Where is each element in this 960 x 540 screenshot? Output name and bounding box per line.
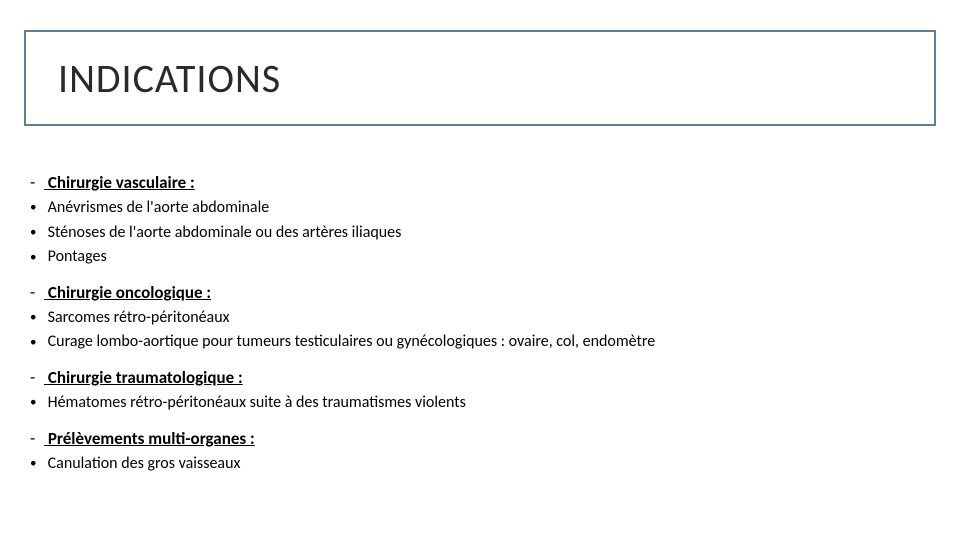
section-heading: - Chirurgie oncologique : <box>30 282 930 303</box>
list-item-text: Pontages <box>48 247 107 266</box>
list-item-text: Curage lombo-aortique pour tumeurs testi… <box>48 332 656 351</box>
dash-icon: - <box>30 367 44 388</box>
slide: INDICATIONS - Chirurgie vasculaire : • A… <box>0 0 960 540</box>
bullet-icon: • <box>30 455 44 473</box>
dash-icon: - <box>30 172 44 193</box>
content-area: - Chirurgie vasculaire : • Anévrismes de… <box>30 158 930 477</box>
section-heading: - Prélèvements multi-organes : <box>30 428 930 449</box>
title-box: INDICATIONS <box>24 30 936 126</box>
dash-icon: - <box>30 428 44 449</box>
bullet-icon: • <box>30 394 44 412</box>
list-item: • Sténoses de l'aorte abdominale ou des … <box>30 222 930 244</box>
bullet-icon: • <box>30 334 44 352</box>
section-heading-text: Chirurgie oncologique : <box>48 282 211 303</box>
bullet-icon: • <box>30 199 44 217</box>
list-item-text: Sténoses de l'aorte abdominale ou des ar… <box>48 223 402 242</box>
section-heading-text: Chirurgie traumatologique : <box>48 367 243 388</box>
slide-title: INDICATIONS <box>58 54 281 103</box>
list-item: • Hématomes rétro-péritonéaux suite à de… <box>30 392 930 414</box>
list-item: • Sarcomes rétro-péritonéaux <box>30 307 930 329</box>
section-heading: - Chirurgie traumatologique : <box>30 367 930 388</box>
list-item: • Canulation des gros vaisseaux <box>30 453 930 475</box>
bullet-icon: • <box>30 309 44 327</box>
list-item-text: Canulation des gros vaisseaux <box>48 454 241 473</box>
bullet-icon: • <box>30 224 44 242</box>
section-heading-text: Prélèvements multi-organes : <box>48 428 255 449</box>
bullet-icon: • <box>30 249 44 267</box>
list-item: • Curage lombo-aortique pour tumeurs tes… <box>30 331 930 353</box>
list-item: • Pontages <box>30 246 930 268</box>
section-heading: - Chirurgie vasculaire : <box>30 172 930 193</box>
list-item: • Anévrismes de l'aorte abdominale <box>30 197 930 219</box>
list-item-text: Hématomes rétro-péritonéaux suite à des … <box>48 393 466 412</box>
dash-icon: - <box>30 282 44 303</box>
list-item-text: Sarcomes rétro-péritonéaux <box>48 308 230 327</box>
section-heading-text: Chirurgie vasculaire : <box>48 172 195 193</box>
list-item-text: Anévrismes de l'aorte abdominale <box>48 198 270 217</box>
